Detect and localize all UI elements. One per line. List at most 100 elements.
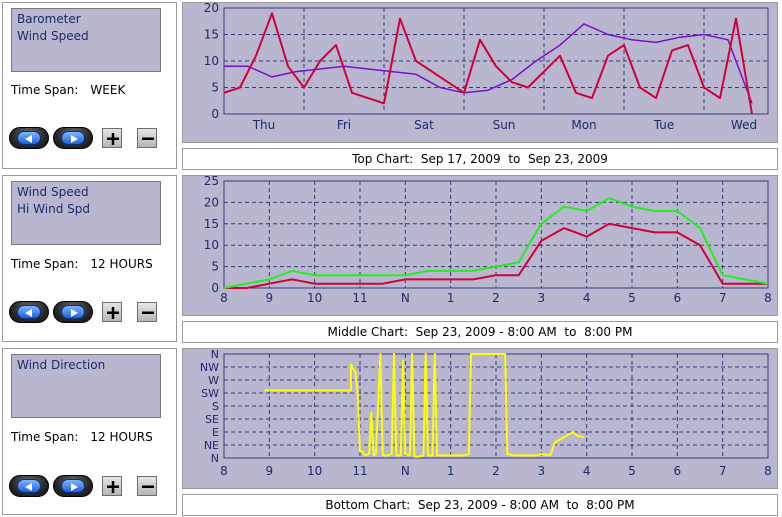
y-tick-label: NW bbox=[200, 361, 219, 374]
x-tick-label: N bbox=[401, 291, 410, 305]
x-tick-label: 5 bbox=[628, 291, 636, 305]
series-listbox-middle[interactable]: Wind Speed Hi Wind Spd bbox=[11, 181, 161, 245]
x-tick-label: 10 bbox=[307, 464, 322, 478]
x-tick-label: 7 bbox=[719, 464, 727, 478]
x-tick-label: 6 bbox=[674, 464, 682, 478]
x-tick-label: 9 bbox=[266, 464, 274, 478]
time-span-row: Time Span: 12 HOURS bbox=[11, 430, 153, 444]
x-tick-label: Tue bbox=[653, 118, 675, 132]
y-tick-label: N bbox=[211, 452, 219, 465]
x-tick-label: 3 bbox=[538, 464, 546, 478]
list-item[interactable]: Hi Wind Spd bbox=[17, 202, 90, 216]
middle-chart: 0 5 10 15 20 25 8 9 10 11 N 1 2 3 4 5 6 7 8 bbox=[182, 175, 778, 316]
time-span-value: 12 HOURS bbox=[90, 430, 153, 444]
plus-icon bbox=[107, 133, 119, 145]
back-button[interactable] bbox=[9, 301, 49, 323]
forward-button[interactable] bbox=[53, 127, 93, 149]
time-span-label: Time Span: bbox=[11, 83, 79, 97]
x-tick-label: 2 bbox=[492, 464, 500, 478]
x-tick-label: Wed bbox=[731, 118, 757, 132]
top-chart: 0 5 10 15 20 Thu Fri Sat Sun Mon Tue Wed bbox=[182, 2, 778, 143]
x-tick-label: Sun bbox=[493, 118, 516, 132]
list-item[interactable]: Barometer bbox=[17, 12, 81, 26]
series-line-wind-speed bbox=[223, 12, 753, 115]
middle-chart-caption: Middle Chart: Sep 23, 2009 - 8:00 AM to … bbox=[182, 321, 778, 343]
x-tick-label: 8 bbox=[220, 464, 228, 478]
back-arrow-icon bbox=[25, 483, 32, 491]
y-tick-label: NE bbox=[204, 439, 219, 452]
control-panel-top: Barometer Wind Speed Time Span: WEEK bbox=[2, 2, 177, 169]
zoom-out-button[interactable] bbox=[137, 302, 157, 322]
x-tick-label: Mon bbox=[571, 118, 596, 132]
back-arrow-icon bbox=[25, 309, 32, 317]
y-tick-label: 10 bbox=[204, 54, 219, 68]
control-panel-middle: Wind Speed Hi Wind Spd Time Span: 12 HOUR… bbox=[2, 175, 177, 342]
forward-arrow-icon bbox=[71, 483, 78, 491]
zoom-in-button[interactable] bbox=[102, 128, 122, 148]
y-tick-label: 0 bbox=[211, 281, 219, 295]
back-button[interactable] bbox=[9, 127, 49, 149]
plus-icon bbox=[107, 481, 119, 493]
x-tick-label: 7 bbox=[719, 291, 727, 305]
x-tick-label: 11 bbox=[352, 464, 367, 478]
x-tick-label: Fri bbox=[337, 118, 351, 132]
plot-area bbox=[223, 7, 769, 115]
forward-arrow-icon bbox=[71, 135, 78, 143]
list-item[interactable]: Wind Speed bbox=[17, 29, 89, 43]
minus-icon bbox=[142, 485, 154, 488]
x-tick-label: 8 bbox=[764, 291, 772, 305]
y-tick-label: 20 bbox=[204, 195, 219, 209]
x-tick-label: 9 bbox=[266, 291, 274, 305]
time-span-value: WEEK bbox=[90, 83, 126, 97]
series-line-barometer bbox=[224, 23, 753, 104]
x-tick-label: 4 bbox=[583, 464, 591, 478]
x-tick-label: 8 bbox=[764, 464, 772, 478]
x-tick-label: 4 bbox=[583, 291, 591, 305]
back-button[interactable] bbox=[9, 475, 49, 497]
series-line-wind-direction bbox=[264, 353, 585, 458]
forward-button[interactable] bbox=[53, 301, 93, 323]
x-tick-label: 5 bbox=[628, 464, 636, 478]
y-tick-label: 20 bbox=[204, 2, 219, 15]
zoom-in-button[interactable] bbox=[102, 302, 122, 322]
x-tick-label: 8 bbox=[220, 291, 228, 305]
minus-icon bbox=[142, 137, 154, 140]
zoom-in-button[interactable] bbox=[102, 476, 122, 496]
series-line-hi-wind-spd bbox=[223, 197, 769, 289]
x-tick-label: 1 bbox=[447, 291, 455, 305]
y-tick-label: 5 bbox=[211, 260, 219, 274]
x-tick-label: Thu bbox=[252, 118, 276, 132]
series-line-wind-speed bbox=[224, 222, 768, 289]
bottom-chart-caption: Bottom Chart: Sep 23, 2009 - 8:00 AM to … bbox=[182, 494, 778, 516]
y-tick-label: S bbox=[212, 400, 219, 413]
x-tick-label: N bbox=[401, 464, 410, 478]
zoom-out-button[interactable] bbox=[137, 476, 157, 496]
y-tick-label: 10 bbox=[204, 238, 219, 252]
forward-button[interactable] bbox=[53, 475, 93, 497]
series-listbox-top[interactable]: Barometer Wind Speed bbox=[11, 8, 161, 72]
plus-icon bbox=[107, 307, 119, 319]
control-panel-bottom: Wind Direction Time Span: 12 HOURS bbox=[2, 348, 177, 515]
y-tick-label: SW bbox=[201, 387, 219, 400]
list-item[interactable]: Wind Direction bbox=[17, 358, 106, 372]
x-tick-label: 11 bbox=[352, 291, 367, 305]
x-tick-label: Sat bbox=[414, 118, 434, 132]
back-arrow-icon bbox=[25, 135, 32, 143]
minus-icon bbox=[142, 311, 154, 314]
y-tick-label: W bbox=[208, 374, 219, 387]
time-span-label: Time Span: bbox=[11, 430, 79, 444]
x-tick-label: 6 bbox=[674, 291, 682, 305]
y-tick-label: 15 bbox=[204, 28, 219, 42]
y-tick-label: 5 bbox=[211, 81, 219, 95]
time-span-row: Time Span: WEEK bbox=[11, 83, 125, 97]
x-tick-label: 3 bbox=[538, 291, 546, 305]
series-listbox-bottom[interactable]: Wind Direction bbox=[11, 354, 161, 418]
list-item[interactable]: Wind Speed bbox=[17, 185, 89, 199]
x-tick-label: 1 bbox=[447, 464, 455, 478]
x-tick-label: 10 bbox=[307, 291, 322, 305]
y-tick-label: 25 bbox=[204, 175, 219, 188]
y-tick-label: 15 bbox=[204, 217, 219, 231]
zoom-out-button[interactable] bbox=[137, 128, 157, 148]
time-span-value: 12 HOURS bbox=[90, 257, 153, 271]
